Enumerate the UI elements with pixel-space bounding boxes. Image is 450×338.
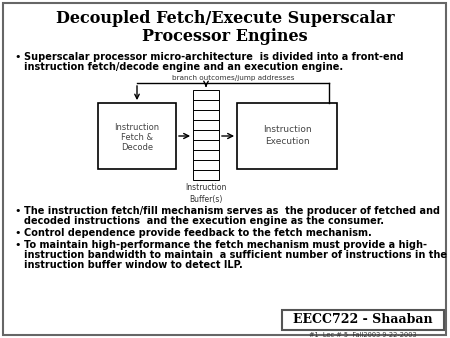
Text: decoded instructions  and the execution engine as the consumer.: decoded instructions and the execution e… xyxy=(24,216,384,226)
Text: The instruction fetch/fill mechanism serves as  the producer of fetched and: The instruction fetch/fill mechanism ser… xyxy=(24,206,440,216)
Text: Instruction: Instruction xyxy=(114,122,160,131)
Bar xyxy=(193,90,219,100)
Text: Decoupled Fetch/Execute Superscalar: Decoupled Fetch/Execute Superscalar xyxy=(56,10,394,27)
Text: Execution: Execution xyxy=(265,138,309,146)
Text: instruction buffer window to detect ILP.: instruction buffer window to detect ILP. xyxy=(24,260,243,270)
Bar xyxy=(282,310,444,330)
Bar xyxy=(193,120,219,130)
Bar xyxy=(193,110,219,120)
Text: Control dependence provide feedback to the fetch mechanism.: Control dependence provide feedback to t… xyxy=(24,228,372,238)
Bar xyxy=(193,160,219,170)
Text: Fetch &: Fetch & xyxy=(121,132,153,142)
Bar xyxy=(98,103,176,169)
Text: Superscalar processor micro-architecture  is divided into a front-end: Superscalar processor micro-architecture… xyxy=(24,52,404,62)
Text: •: • xyxy=(14,240,21,250)
Text: Processor Engines: Processor Engines xyxy=(142,28,308,45)
Text: instruction fetch/decode engine and an execution engine.: instruction fetch/decode engine and an e… xyxy=(24,62,343,72)
Text: Instruction
Buffer(s): Instruction Buffer(s) xyxy=(185,183,227,204)
Bar xyxy=(193,140,219,150)
Bar xyxy=(193,100,219,110)
Text: •: • xyxy=(14,52,21,62)
Text: EECC722 - Shaaban: EECC722 - Shaaban xyxy=(293,313,433,326)
Text: instruction bandwidth to maintain  a sufficient number of instructions in the: instruction bandwidth to maintain a suff… xyxy=(24,250,447,260)
Text: •: • xyxy=(14,206,21,216)
Text: •: • xyxy=(14,228,21,238)
Bar xyxy=(193,130,219,140)
Text: #1  Lec # 5  Fall2003 9-22-2003: #1 Lec # 5 Fall2003 9-22-2003 xyxy=(309,332,417,338)
Bar xyxy=(193,170,219,180)
Bar xyxy=(237,103,337,169)
Text: To maintain high-performance the fetch mechanism must provide a high-: To maintain high-performance the fetch m… xyxy=(24,240,427,250)
Text: Instruction: Instruction xyxy=(263,125,311,135)
Bar xyxy=(193,150,219,160)
Text: branch outcomes/jump addresses: branch outcomes/jump addresses xyxy=(172,75,294,81)
Text: Decode: Decode xyxy=(121,143,153,151)
